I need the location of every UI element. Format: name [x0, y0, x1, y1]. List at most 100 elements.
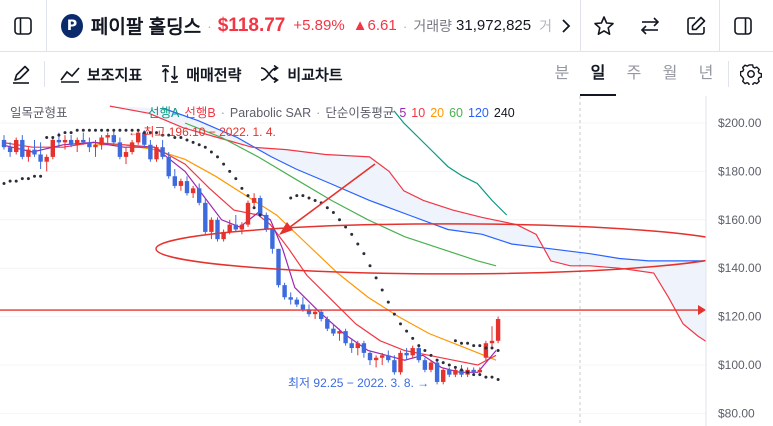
y-tick-label: $100.00 — [718, 358, 762, 372]
candle-body — [355, 343, 360, 349]
compare-button[interactable]: 비교차트 — [250, 52, 351, 96]
candle-body — [117, 142, 123, 157]
sar-dot — [185, 138, 189, 142]
symbol-info[interactable]: P 페이팔 홀딩스 · $118.77 +5.89% ▲6.61 · 거래량 3… — [47, 0, 552, 52]
candle-body — [294, 299, 299, 305]
sar-dot — [8, 179, 12, 183]
candle-body — [483, 343, 489, 358]
right-panel-toggle-button[interactable] — [720, 0, 766, 52]
sar-dot — [167, 133, 171, 137]
candle-body — [264, 214, 269, 230]
sar-dot — [20, 177, 24, 181]
indicators-button[interactable]: 보조지표 — [45, 52, 151, 96]
sar-dot — [179, 136, 183, 140]
period-year-tab[interactable]: 년 — [698, 65, 714, 82]
candle-body — [380, 355, 385, 358]
candle-body — [306, 309, 312, 315]
candle-body — [62, 139, 68, 143]
sar-dot — [374, 276, 378, 280]
sar-dot — [148, 131, 152, 135]
star-icon — [594, 15, 614, 35]
sar-dot — [331, 211, 335, 215]
sar-dot — [51, 136, 55, 140]
strategy-button[interactable]: 매매전략 — [151, 52, 250, 96]
divider — [44, 61, 45, 87]
sar-dot — [222, 162, 226, 166]
candle-body — [325, 319, 330, 329]
candle-body — [50, 139, 55, 157]
strategy-label: 매매전략 — [186, 66, 242, 84]
candle-body — [105, 135, 110, 138]
period-month-tab[interactable]: 월 — [662, 65, 678, 82]
period-week-tab[interactable]: 주 — [626, 65, 642, 82]
price-line-arrowhead — [698, 305, 706, 316]
sar-dot — [252, 206, 256, 210]
candle-body — [319, 311, 324, 320]
candle-body — [20, 139, 25, 157]
sar-dot — [142, 131, 146, 135]
sar-dot — [203, 145, 207, 149]
candle-body — [441, 369, 446, 382]
sar-dot — [246, 194, 250, 198]
candle-body — [160, 147, 165, 157]
sar-dot — [435, 358, 439, 362]
compare-switch-button[interactable] — [627, 0, 673, 52]
candle-body — [142, 132, 147, 145]
sar-dot — [417, 344, 421, 348]
candle-body — [477, 369, 482, 373]
period-day-tab[interactable]: 일 — [580, 52, 616, 96]
candle-body — [56, 139, 62, 143]
drawing-tool-button[interactable] — [0, 52, 44, 96]
sar-dot — [350, 232, 354, 236]
candle-body — [373, 357, 379, 361]
candle-body — [471, 369, 476, 373]
candle-body — [32, 149, 37, 155]
sidebar-toggle-button[interactable] — [0, 0, 46, 52]
sar-dot — [94, 128, 97, 132]
sar-dot — [490, 346, 494, 350]
legend-item: 5 — [399, 106, 406, 120]
period-minute-tab[interactable]: 분 — [554, 65, 570, 82]
sar-dot — [484, 375, 488, 379]
y-tick-label: $120.00 — [718, 310, 762, 324]
candle-body — [129, 142, 135, 153]
candle-body — [136, 132, 141, 143]
parabolic-sar — [2, 128, 500, 382]
sar-dot — [460, 341, 463, 345]
scroll-right-button[interactable] — [552, 0, 580, 52]
candle-body — [276, 248, 281, 286]
low-annotation: 최저 92.25 − 2022. 3. 8. → — [288, 376, 429, 390]
sar-dot — [240, 186, 244, 190]
sar-dot — [392, 312, 396, 316]
sar-dot — [478, 373, 482, 377]
y-tick-label: $180.00 — [718, 164, 762, 178]
divider — [719, 0, 720, 52]
candle-body — [227, 224, 232, 232]
candle-body — [245, 202, 251, 225]
sar-dot — [453, 365, 457, 369]
legend-item: · — [316, 106, 320, 120]
candle-body — [14, 139, 19, 153]
edit-button[interactable] — [673, 0, 719, 52]
crossing-arrows-icon — [261, 65, 280, 83]
legend-item: 선행A — [148, 105, 180, 120]
price-chart[interactable]: $122.72← 최고 196.10 − 2022. 1. 4.최저 92.25… — [0, 96, 773, 426]
candle-body — [282, 285, 287, 298]
candle-body — [337, 331, 342, 334]
divider — [580, 0, 581, 52]
candle-body — [215, 219, 220, 240]
sar-dot — [338, 218, 341, 222]
sar-dot — [258, 213, 262, 217]
candle-body — [416, 348, 421, 361]
candle-body — [361, 343, 367, 353]
sar-dot — [81, 128, 85, 132]
chart-settings-button[interactable] — [729, 52, 773, 96]
sar-dot — [161, 133, 165, 137]
candle-body — [1, 139, 7, 148]
compare-label: 비교차트 — [287, 66, 343, 84]
candle-body — [99, 137, 104, 145]
favorite-button[interactable] — [581, 0, 627, 52]
sar-dot — [399, 322, 402, 326]
sar-dot — [301, 194, 305, 198]
sar-dot — [313, 198, 317, 202]
